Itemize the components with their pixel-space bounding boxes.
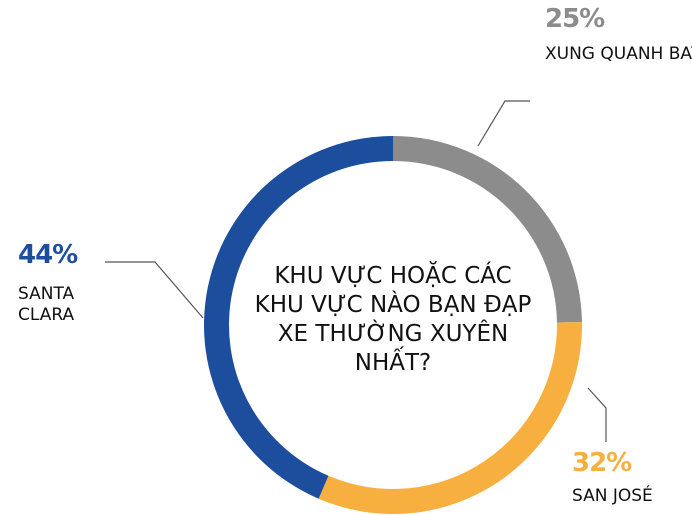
value-label: 32% (572, 448, 632, 478)
leader-line (105, 261, 204, 319)
donut-segment (393, 136, 582, 323)
center-title: KHU VỰC HOẶC CÁC KHU VỰC NÀO BẠN ĐẠP XE … (254, 263, 532, 376)
value-label: 44% (18, 240, 78, 270)
donut-segment (318, 322, 582, 514)
category-label: SAN JOSÉ (572, 486, 653, 506)
category-label: SANTA CLARA (18, 284, 75, 325)
donut-segment (204, 136, 393, 499)
category-label: XUNG QUANH BAY (545, 44, 692, 64)
leader-line (587, 387, 607, 442)
leader-line (477, 100, 530, 147)
value-label: 25% (545, 4, 605, 34)
